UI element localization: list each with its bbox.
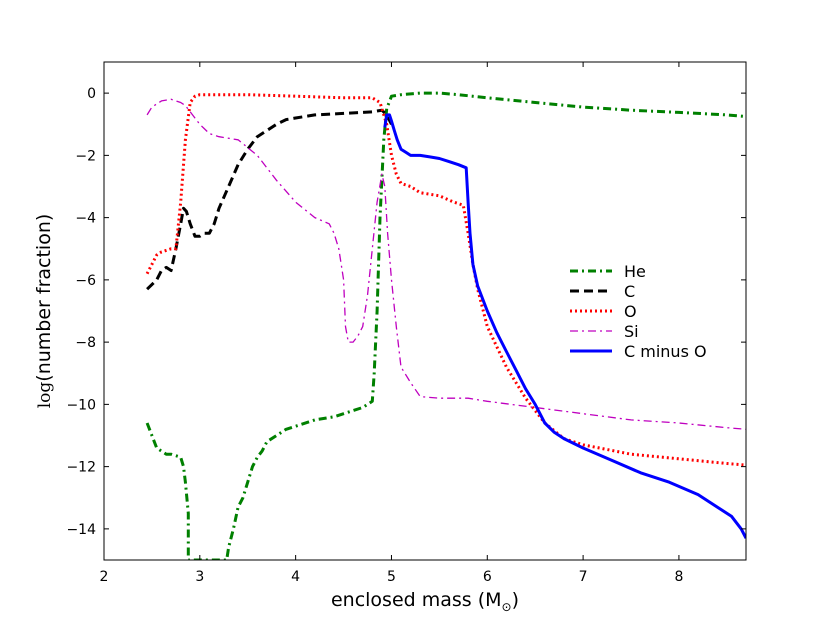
legend-label-o: O [624,302,637,321]
series-line-c [146,108,393,291]
series-line-o [145,93,746,467]
x-tick-label: 8 [674,569,683,585]
y-tick-label: −2 [75,148,96,164]
plot-frame [103,61,747,561]
x-tick-label: 5 [387,569,396,585]
x-axis-label-subscript: ⊙ [502,600,512,614]
x-tick-label: 3 [195,569,204,585]
y-axis-label-log: log [35,382,55,409]
x-tick-label: 7 [579,569,588,585]
axis-ticks: 2 3 4 5 6 7 8 0 −2 −4 −6 −8 −10 −12 −14 [66,62,746,585]
x-tick-label: 2 [100,569,109,585]
series-lines [145,91,746,560]
y-tick-label: −12 [66,460,96,476]
y-axis-label: log(number fraction) [33,214,55,409]
legend-label-si: Si [624,322,639,341]
legend-label-he: He [624,262,646,281]
legend-label-c: C [624,282,635,301]
y-tick-label: −8 [75,335,96,351]
x-tick-label: 6 [483,569,492,585]
y-tick-label: −6 [75,273,96,289]
series-line-he [145,91,746,560]
y-tick-label: −14 [66,522,96,538]
y-tick-label: −10 [66,397,96,413]
series-line-si [146,98,746,430]
x-tick-label: 4 [291,569,300,585]
y-tick-label: −4 [75,211,96,227]
legend-label-c-minus-o: C minus O [624,342,707,361]
series-line-c-minus-o [383,113,746,539]
x-axis-label: enclosed mass (M⊙) [331,589,519,614]
y-tick-label: 0 [87,86,96,102]
